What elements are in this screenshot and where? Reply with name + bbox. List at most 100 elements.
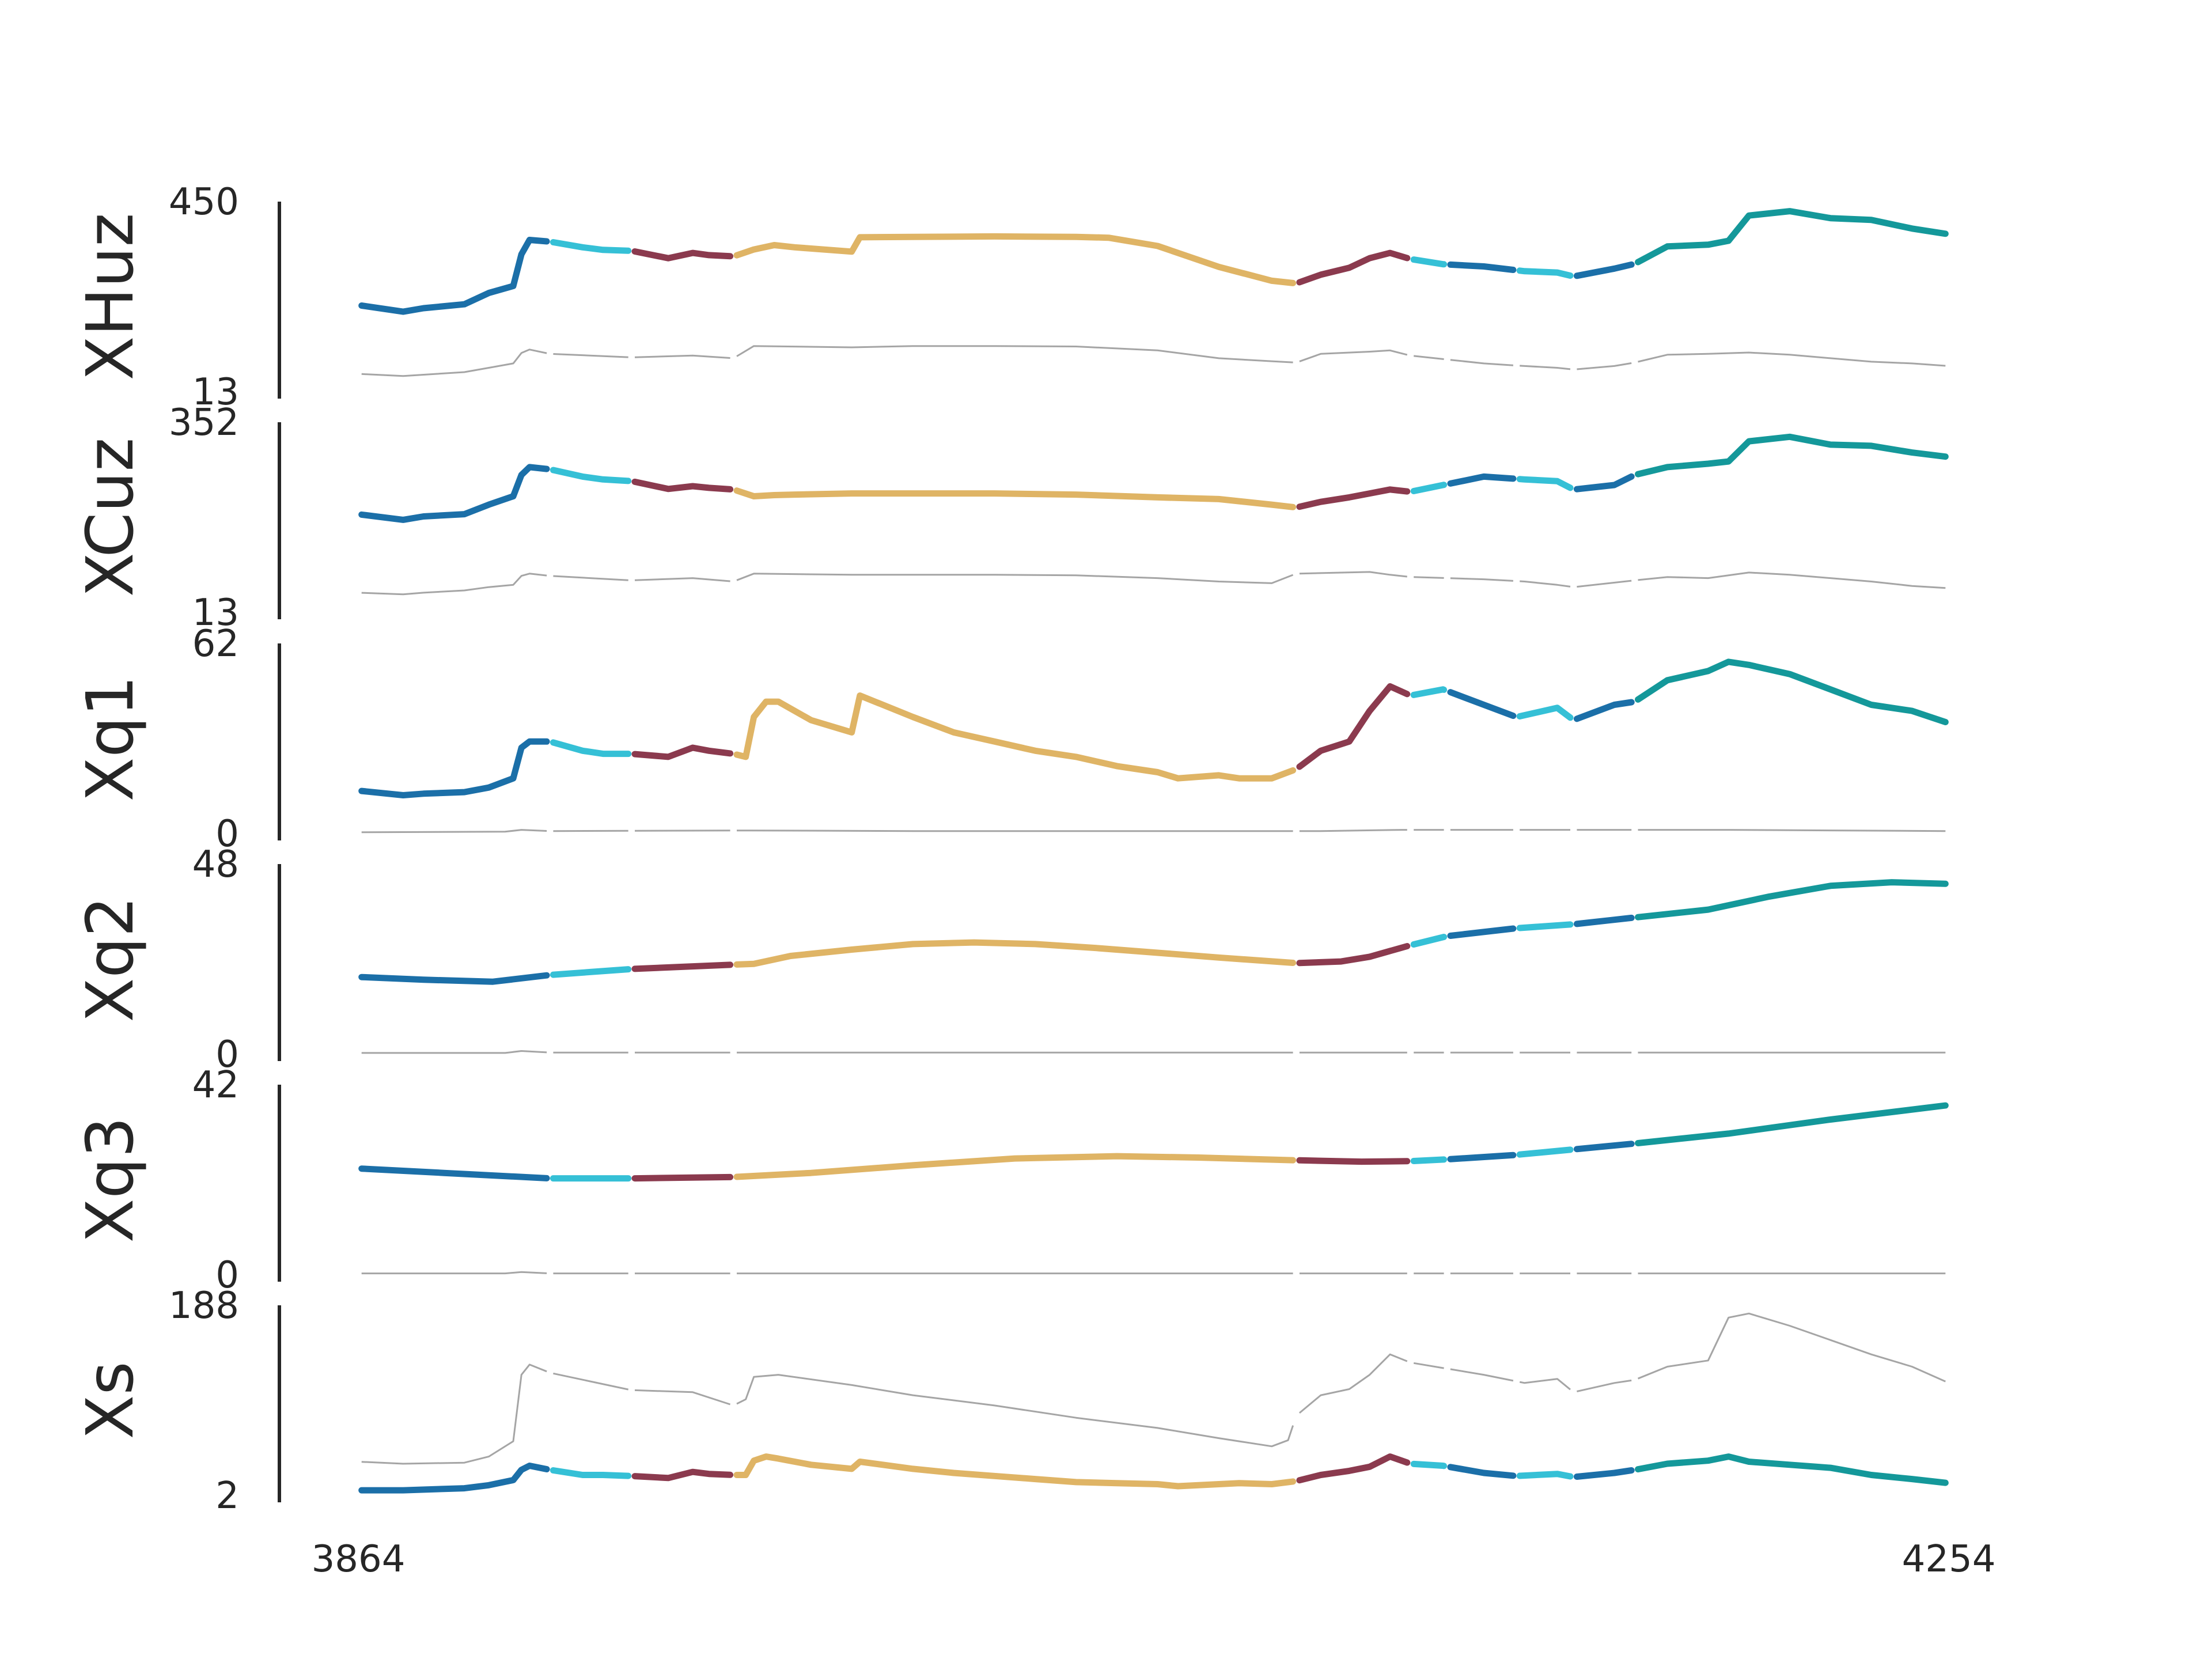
series-segment-7 [1516, 921, 1574, 931]
panel-xhuz: 450 13 XHuz [73, 181, 1949, 414]
grey-series-segment-7 [1519, 1378, 1571, 1391]
series-segment-6 [1447, 261, 1517, 273]
grey-series-segment-9 [1638, 829, 1946, 832]
x-tick-label-end: 4254 [1902, 1538, 1996, 1581]
grey-series-segment-7 [1520, 365, 1571, 370]
panel-xq1: 62 0 Xq1 [73, 623, 1949, 855]
y-tick-label-min: 13 [192, 371, 239, 414]
series-segment-9 [1635, 658, 1949, 725]
y-tick-label-max: 450 [169, 181, 239, 224]
grey-series-segment-2 [634, 354, 730, 359]
series-segment-7 [1516, 1146, 1574, 1158]
y-tick-label-min: 0 [215, 1254, 239, 1297]
series-segment-2 [631, 478, 734, 493]
series-segment-8 [1573, 914, 1635, 927]
series-segment-2 [631, 744, 734, 760]
series-segment-6 [1447, 473, 1517, 487]
grey-series-segment-4 [1299, 349, 1408, 362]
grey-series-segment-1 [553, 1372, 629, 1391]
y-tick-label-max: 42 [192, 1064, 239, 1107]
series-segment-0 [358, 972, 550, 985]
y-tick-label-min: 0 [215, 1033, 239, 1076]
series-segment-1 [550, 239, 632, 254]
grey-series-segment-6 [1450, 577, 1513, 582]
series-segment-7 [1516, 476, 1574, 491]
grey-series-segment-2 [634, 1389, 731, 1406]
series-segment-6 [1447, 925, 1517, 939]
series-segment-5 [1410, 686, 1448, 698]
series-segment-9 [1635, 208, 1949, 266]
grey-series-segment-1 [553, 353, 628, 358]
y-tick-label-max: 62 [192, 623, 239, 665]
series-segment-3 [733, 1153, 1297, 1180]
series-segment-9 [1635, 879, 1949, 921]
panel-title: XCuz [73, 438, 148, 597]
series-segment-9 [1635, 1102, 1949, 1146]
panel-title: Xq2 [73, 896, 148, 1022]
x-tick-label-start: 3864 [312, 1538, 406, 1581]
series-segment-4 [1296, 249, 1411, 286]
series-segment-4 [1296, 1453, 1411, 1484]
series-segment-5 [1410, 1460, 1448, 1469]
grey-series-segment-7 [1520, 580, 1571, 588]
series-segment-9 [1635, 1453, 1949, 1486]
y-tick-label-min: 2 [215, 1475, 239, 1517]
series-segment-3 [733, 1453, 1297, 1490]
series-segment-5 [1410, 1156, 1448, 1164]
series-segment-8 [1573, 699, 1635, 722]
y-tick-label-max: 48 [192, 843, 239, 886]
series-segment-0 [358, 464, 550, 523]
series-segment-4 [1296, 683, 1411, 770]
series-segment-8 [1573, 1467, 1635, 1480]
grey-series-segment-8 [1577, 579, 1632, 588]
series-segment-4 [1296, 486, 1411, 510]
grey-series-segment-8 [1577, 1379, 1632, 1392]
grey-series-segment-3 [736, 1374, 1294, 1448]
grey-series-segment-0 [361, 829, 547, 834]
grey-series-segment-0 [361, 573, 547, 596]
grey-series-segment-2 [634, 577, 730, 582]
panel-xs: 188 2 Xs [73, 1285, 1949, 1517]
grey-series-segment-0 [361, 1050, 547, 1054]
panel-xcuz: 352 13 XCuz [73, 402, 1949, 634]
y-tick-label-max: 188 [169, 1285, 239, 1327]
series-segment-2 [631, 1173, 734, 1182]
panel-xq2: 48 0 Xq2 [73, 843, 1949, 1076]
panel-title: Xq3 [73, 1116, 148, 1243]
grey-series-segment-0 [361, 1363, 547, 1465]
series-segment-2 [631, 961, 734, 972]
y-tick-label-max: 352 [169, 402, 239, 444]
y-tick-label-min: 13 [192, 592, 239, 634]
grey-series-segment-0 [361, 349, 547, 377]
series-segment-9 [1635, 433, 1949, 478]
panel-title: Xs [73, 1361, 148, 1439]
series-segment-7 [1516, 267, 1574, 279]
grey-series-segment-6 [1450, 1368, 1514, 1382]
series-segment-7 [1516, 704, 1574, 721]
series-segment-2 [631, 1468, 734, 1482]
series-segment-3 [733, 233, 1297, 286]
series-segment-3 [733, 939, 1297, 968]
y-tick-label-min: 0 [215, 813, 239, 855]
grey-series-segment-3 [736, 573, 1294, 584]
series-segment-1 [550, 739, 632, 757]
grey-series-segment-4 [1299, 829, 1407, 832]
grey-series-segment-1 [553, 575, 628, 581]
series-segment-1 [550, 1467, 632, 1479]
series-segment-2 [631, 248, 734, 262]
series-segment-7 [1516, 1471, 1574, 1480]
grey-series-segment-9 [1637, 1312, 1946, 1382]
panel-title: Xq1 [73, 675, 148, 801]
series-segment-5 [1410, 934, 1448, 948]
grey-series-segment-9 [1638, 351, 1946, 367]
grey-series-segment-8 [1577, 362, 1632, 370]
series-segment-3 [733, 692, 1297, 782]
series-segment-3 [733, 487, 1297, 510]
grey-series-segment-0 [361, 1271, 547, 1275]
grey-series-segment-6 [1450, 359, 1513, 366]
series-segment-6 [1447, 1152, 1517, 1162]
series-segment-4 [1296, 943, 1411, 967]
series-segment-1 [550, 966, 632, 978]
series-segment-8 [1573, 261, 1635, 279]
